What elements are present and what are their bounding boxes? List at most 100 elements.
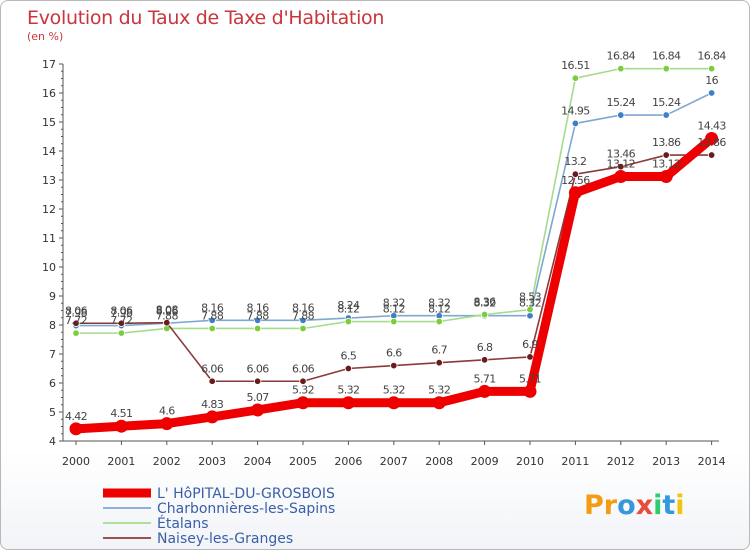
data-point — [114, 419, 128, 433]
data-label: 8.24 — [337, 299, 360, 312]
data-label: 5.71 — [474, 372, 496, 385]
data-label: 7.98 — [110, 307, 133, 320]
y-tick-label: 13 — [42, 174, 56, 187]
data-label: 7.88 — [247, 309, 270, 322]
y-tick-label: 10 — [42, 261, 56, 274]
data-point — [296, 396, 310, 410]
data-point — [341, 396, 355, 410]
data-point — [208, 316, 216, 325]
data-label: 14.43 — [697, 120, 726, 133]
x-tick-label: 2007 — [380, 455, 408, 468]
data-point — [390, 317, 398, 326]
data-point — [526, 353, 534, 361]
data-point — [117, 329, 126, 337]
data-label: 8.32 — [428, 297, 450, 310]
x-tick-label: 2000 — [62, 455, 90, 468]
data-point — [344, 364, 353, 373]
data-label: 12.56 — [561, 174, 590, 187]
data-point — [571, 119, 580, 128]
data-point — [480, 310, 489, 319]
data-label: 5.32 — [383, 384, 405, 397]
data-point — [69, 422, 83, 436]
data-label: 13.12 — [652, 158, 681, 171]
data-label: 8.53 — [519, 291, 542, 304]
data-label: 8.32 — [519, 297, 541, 310]
data-point — [568, 186, 582, 200]
data-point — [299, 316, 307, 325]
y-tick-label: 6 — [49, 377, 56, 390]
x-tick-label: 2011 — [561, 455, 589, 468]
data-label: 8.16 — [247, 301, 270, 314]
series-line-1 — [75, 92, 713, 327]
y-tick-label: 17 — [42, 58, 56, 71]
data-point — [617, 111, 625, 119]
data-label: 5.07 — [247, 391, 270, 404]
data-label: 4.83 — [201, 398, 224, 411]
data-label: 6.6 — [386, 347, 402, 360]
x-tick-label: 2010 — [516, 455, 544, 468]
data-point — [705, 132, 719, 146]
data-point — [526, 305, 534, 314]
legend-label: L' HôPITAL-DU-GROSBOIS — [157, 486, 335, 502]
data-label: 13.12 — [607, 158, 636, 171]
data-label: 5.32 — [292, 384, 314, 397]
data-label: 16.51 — [561, 59, 590, 72]
x-tick-label: 2013 — [652, 455, 680, 468]
data-label: 5.32 — [428, 384, 450, 397]
legend-label: Étalans — [157, 515, 209, 532]
data-label: 13.2 — [564, 155, 586, 168]
data-point — [160, 417, 174, 431]
data-point — [253, 377, 262, 385]
y-tick-label: 9 — [49, 290, 56, 303]
data-label: 4.51 — [110, 407, 132, 420]
legend-label: Charbonnières-les-Sapins — [157, 501, 335, 517]
legend-label: Naisey-les-Granges — [157, 531, 293, 547]
data-label: 6.06 — [292, 362, 315, 375]
data-label: 7.72 — [110, 314, 132, 327]
data-point — [208, 377, 216, 385]
data-label: 16.84 — [652, 50, 681, 63]
data-label: 15.24 — [652, 96, 681, 109]
y-tick-label: 7 — [49, 348, 56, 361]
data-point — [251, 403, 265, 417]
data-point — [617, 64, 625, 73]
data-label: 8.06 — [110, 304, 133, 317]
data-label: 8.16 — [201, 301, 224, 314]
data-point — [707, 151, 716, 159]
y-tick-label: 16 — [42, 87, 56, 100]
data-point — [478, 384, 492, 398]
data-label: 5.32 — [337, 384, 359, 397]
chart-subtitle: (en %) — [27, 30, 64, 43]
x-tick-label: 2014 — [698, 455, 726, 468]
y-tick-label: 15 — [42, 116, 56, 129]
data-label: 5.71 — [519, 372, 541, 385]
data-label: 8.06 — [156, 304, 179, 317]
x-tick-label: 2002 — [153, 455, 181, 468]
data-label: 15.24 — [607, 96, 636, 109]
x-tick-label: 2009 — [471, 455, 499, 468]
data-label: 4.42 — [65, 410, 87, 423]
data-label: 13.86 — [697, 136, 726, 149]
data-point — [72, 319, 80, 327]
data-label: 8.08 — [156, 304, 179, 317]
data-label: 8.06 — [65, 304, 88, 317]
y-tick-label: 14 — [42, 145, 56, 158]
data-label: 16.84 — [697, 50, 726, 63]
data-point — [205, 410, 219, 424]
data-point — [253, 316, 262, 325]
data-label: 8.12 — [428, 303, 450, 316]
y-tick-label: 11 — [42, 232, 56, 245]
y-tick-label: 5 — [49, 406, 56, 419]
data-label: 7.88 — [201, 309, 224, 322]
data-point — [571, 74, 580, 82]
data-point — [707, 89, 716, 97]
data-point — [299, 377, 307, 385]
data-point — [662, 111, 670, 119]
proxiti-logo: Proxiti — [584, 490, 685, 521]
x-tick-label: 2006 — [334, 455, 362, 468]
chart-title: Evolution du Taux de Taxe d'Habitation — [27, 7, 385, 29]
data-point — [435, 359, 443, 367]
data-label: 6.8 — [477, 341, 493, 354]
data-point — [299, 324, 307, 333]
